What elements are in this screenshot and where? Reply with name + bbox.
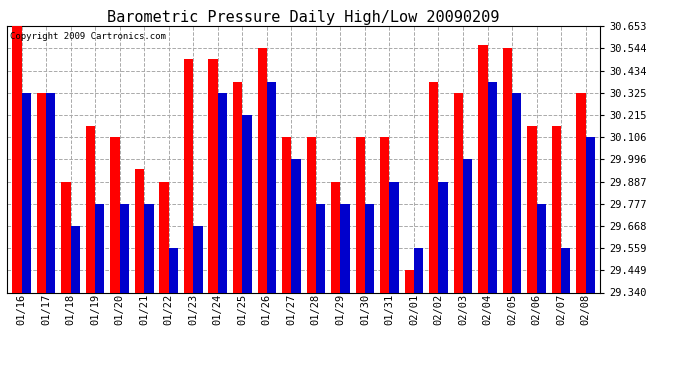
Bar bbox=[414, 248, 423, 292]
Bar bbox=[282, 137, 291, 292]
Bar bbox=[144, 204, 154, 292]
Bar bbox=[552, 126, 561, 292]
Bar bbox=[561, 248, 571, 292]
Bar bbox=[429, 82, 438, 292]
Bar bbox=[61, 182, 70, 292]
Bar bbox=[37, 93, 46, 292]
Bar bbox=[46, 93, 55, 292]
Bar bbox=[380, 137, 389, 292]
Bar bbox=[478, 45, 488, 292]
Bar bbox=[184, 59, 193, 292]
Bar bbox=[193, 226, 203, 292]
Bar bbox=[453, 93, 463, 292]
Bar bbox=[233, 82, 242, 292]
Bar bbox=[537, 204, 546, 292]
Bar bbox=[404, 270, 414, 292]
Bar bbox=[119, 204, 129, 292]
Bar bbox=[306, 137, 316, 292]
Bar bbox=[159, 182, 169, 292]
Bar bbox=[12, 26, 21, 292]
Bar bbox=[316, 204, 325, 292]
Bar bbox=[512, 93, 522, 292]
Bar bbox=[463, 159, 472, 292]
Bar bbox=[527, 126, 537, 292]
Bar bbox=[267, 82, 276, 292]
Title: Barometric Pressure Daily High/Low 20090209: Barometric Pressure Daily High/Low 20090… bbox=[108, 10, 500, 25]
Bar bbox=[438, 182, 448, 292]
Bar bbox=[86, 126, 95, 292]
Bar bbox=[331, 182, 340, 292]
Bar bbox=[169, 248, 178, 292]
Bar bbox=[291, 159, 301, 292]
Bar bbox=[218, 93, 227, 292]
Bar bbox=[70, 226, 80, 292]
Text: Copyright 2009 Cartronics.com: Copyright 2009 Cartronics.com bbox=[10, 32, 166, 40]
Bar bbox=[365, 204, 374, 292]
Bar bbox=[95, 204, 104, 292]
Bar bbox=[355, 137, 365, 292]
Bar bbox=[488, 82, 497, 292]
Bar bbox=[110, 137, 119, 292]
Bar bbox=[586, 137, 595, 292]
Bar bbox=[208, 59, 218, 292]
Bar bbox=[257, 48, 267, 292]
Bar bbox=[21, 93, 31, 292]
Bar bbox=[576, 93, 586, 292]
Bar bbox=[135, 169, 144, 292]
Bar bbox=[340, 204, 350, 292]
Bar bbox=[503, 48, 512, 292]
Bar bbox=[389, 182, 399, 292]
Bar bbox=[242, 115, 252, 292]
